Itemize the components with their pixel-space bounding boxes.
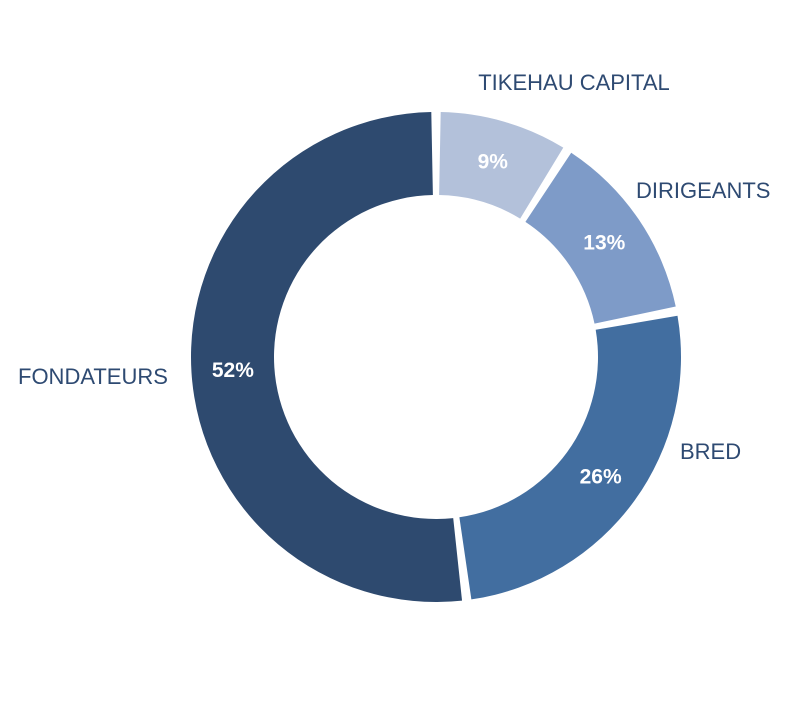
slice-dirigeants: [525, 152, 676, 324]
slice-bred: [459, 315, 681, 600]
category-label: BRED: [680, 439, 741, 464]
donut-slices: [190, 112, 681, 603]
slice-fondateurs: [190, 112, 463, 603]
category-labels: TIKEHAU CAPITAL DIRIGEANTS BRED FONDATEURS: [18, 70, 770, 464]
percent-label: 13%: [583, 232, 625, 255]
percent-label: 9%: [478, 151, 509, 174]
category-label: TIKEHAU CAPITAL: [478, 70, 670, 95]
category-label: DIRIGEANTS: [636, 178, 770, 203]
slice-tikehau-capital: [439, 112, 564, 219]
percent-label: 52%: [212, 359, 254, 382]
percent-labels: 9% 13% 26% 52%: [212, 151, 626, 489]
percent-label: 26%: [580, 466, 622, 489]
category-label: FONDATEURS: [18, 364, 168, 389]
